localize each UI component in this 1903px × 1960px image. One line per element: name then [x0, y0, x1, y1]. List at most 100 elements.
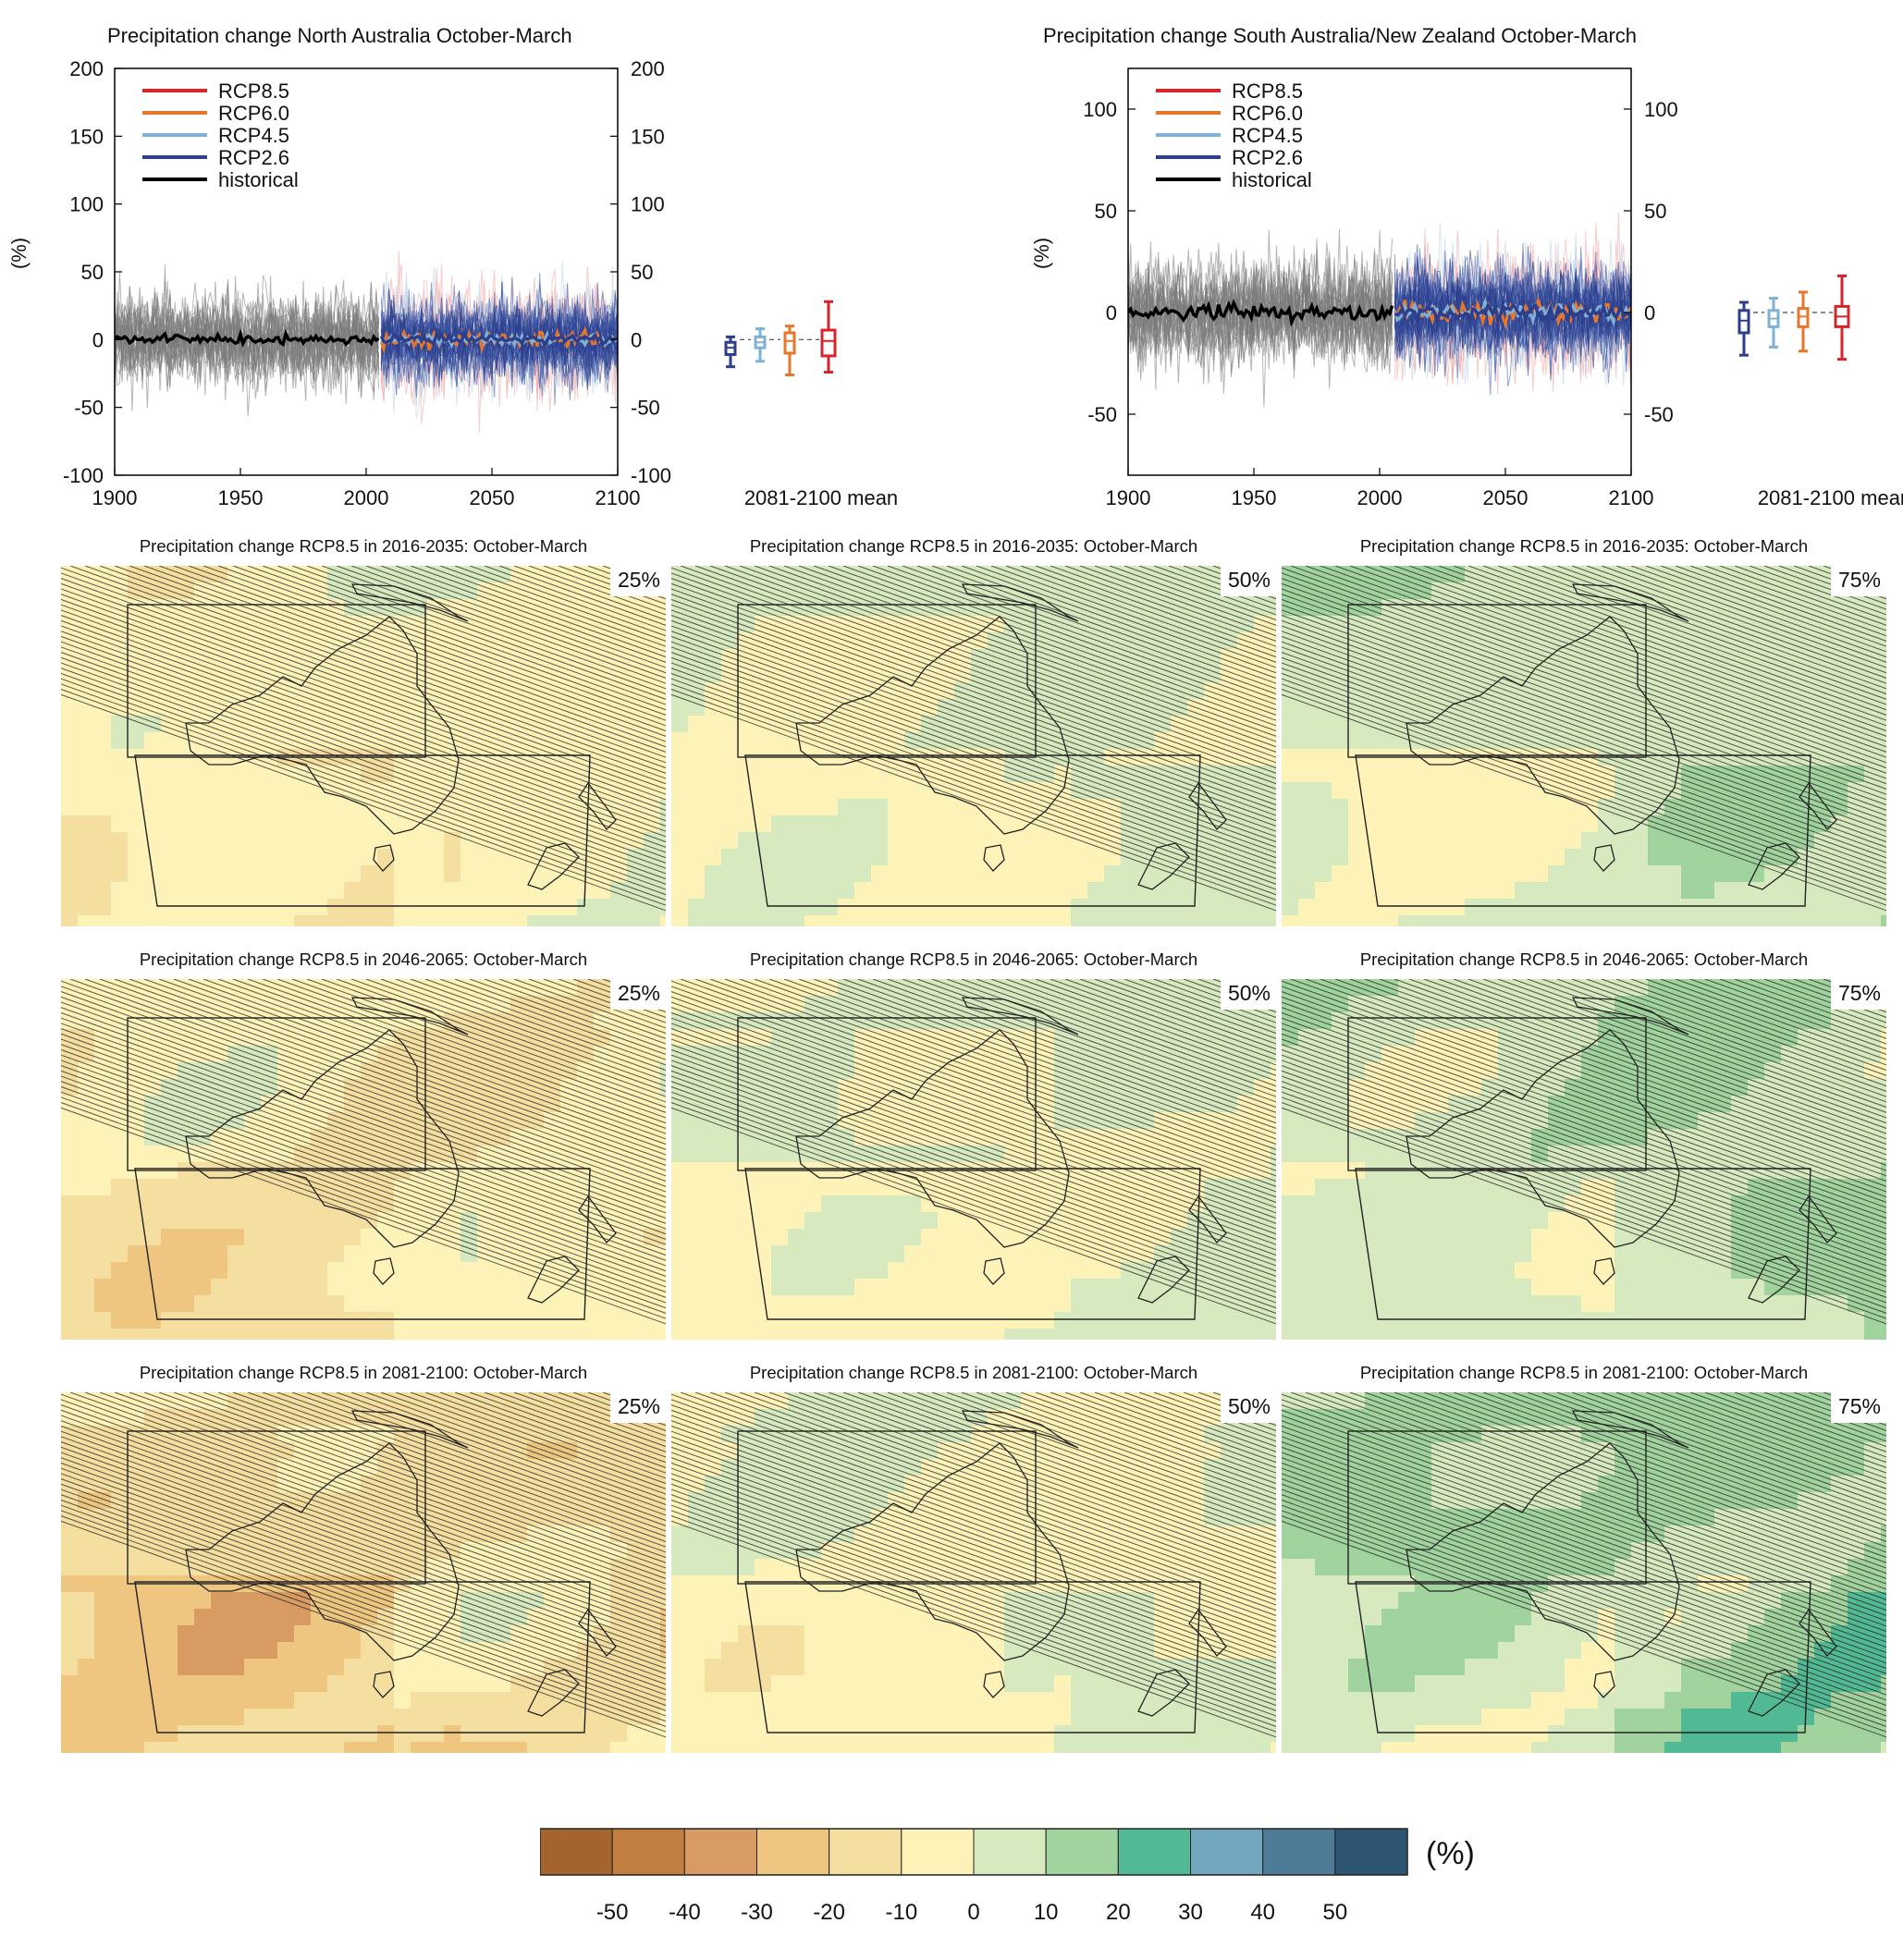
field-cell [327, 1279, 345, 1296]
field-cell [344, 1295, 362, 1313]
field-cell [1381, 832, 1399, 850]
field-cell [644, 1312, 661, 1329]
field-cell [971, 766, 988, 783]
field-cell [178, 865, 195, 883]
field-cell [888, 1046, 905, 1063]
hatch-line [1282, 625, 1886, 843]
field-cell [227, 699, 245, 717]
field-cell [311, 899, 328, 916]
field-cell [738, 766, 755, 783]
field-cell [1881, 849, 1886, 866]
field-cell [838, 1129, 855, 1146]
field-cell [161, 782, 178, 800]
field-cell [871, 1145, 889, 1163]
field-cell [1498, 699, 1516, 717]
field-cell [1137, 632, 1155, 650]
field-cell [1864, 915, 1882, 926]
field-cell [721, 1279, 739, 1296]
field-cell [788, 979, 805, 997]
field-cell [788, 666, 805, 683]
field-cell [1465, 832, 1482, 850]
hatch-line [976, 566, 1276, 674]
field-cell [194, 1262, 212, 1280]
field-cell [1365, 649, 1382, 667]
field-cell [444, 666, 461, 683]
field-cell [660, 1212, 666, 1230]
field-cell [494, 1312, 511, 1329]
field-cell [227, 1212, 245, 1230]
field-cell [1781, 899, 1799, 916]
hatch-line [813, 979, 1276, 1145]
field-cell [1171, 1279, 1188, 1296]
field-cell [1814, 566, 1832, 583]
hatch-line [424, 979, 666, 1066]
field-cell [494, 1262, 511, 1280]
field-cell [460, 1312, 478, 1329]
field-cell [1465, 849, 1482, 866]
field-cell [1237, 899, 1255, 916]
field-cell [161, 649, 178, 667]
field-cell [327, 815, 345, 833]
hatch-line [671, 1085, 1276, 1304]
field-cell [938, 865, 955, 883]
field-cell [1298, 899, 1316, 916]
field-cell [804, 1262, 822, 1280]
rcp26-mean-line [379, 329, 618, 349]
field-cell [327, 865, 345, 883]
field-cell [294, 899, 312, 916]
field-cell [1598, 899, 1615, 916]
field-cell [1664, 915, 1682, 926]
field-cell [444, 1329, 461, 1340]
field-cell [394, 996, 411, 1013]
field-cell [544, 1329, 561, 1340]
field-cell [1315, 882, 1332, 900]
field-cell [1864, 716, 1882, 733]
field-cell [311, 1145, 328, 1163]
field-cell [1037, 832, 1055, 850]
projection-member-line [1393, 261, 1631, 368]
field-cell [921, 616, 939, 633]
field-cell [427, 1129, 445, 1146]
field-cell [1598, 815, 1615, 833]
field-cell [510, 732, 528, 750]
field-cell [1348, 699, 1366, 717]
field-cell [1071, 1212, 1088, 1230]
field-cell [688, 1245, 706, 1263]
field-cell [1137, 699, 1155, 717]
field-cell [821, 782, 839, 800]
y-tick-label: 100 [69, 193, 104, 216]
hatch-line [671, 693, 1276, 912]
field-cell [1137, 1279, 1155, 1296]
hatch-line [694, 566, 1276, 774]
field-cell [1614, 616, 1632, 633]
field-cell [1237, 666, 1255, 683]
hatch-line [306, 979, 666, 1109]
field-cell [1614, 915, 1632, 926]
field-cell [560, 1329, 578, 1340]
field-cell [1614, 799, 1632, 816]
field-cell [688, 799, 706, 816]
field-cell [1614, 899, 1632, 916]
field-cell [1348, 616, 1366, 633]
plot-area [1128, 212, 1631, 408]
hatch-line [739, 566, 1276, 758]
field-cell [1004, 1312, 1022, 1329]
hatch-line [1282, 567, 1886, 785]
field-cell [244, 1262, 262, 1280]
field-cell [1565, 582, 1582, 600]
field-cell [838, 766, 855, 783]
field-cell [904, 1062, 922, 1080]
field-cell [211, 799, 228, 816]
field-cell [111, 716, 129, 733]
field-cell [477, 915, 495, 926]
field-cell [94, 832, 112, 850]
field-cell [494, 666, 511, 683]
field-cell [1348, 782, 1366, 800]
hatch-line [1615, 566, 1886, 663]
hatch-line [365, 979, 666, 1087]
field-cell [128, 616, 145, 633]
field-cell [94, 1279, 112, 1296]
field-cell [1565, 815, 1582, 833]
field-cell [1271, 915, 1276, 926]
field-cell [178, 832, 195, 850]
